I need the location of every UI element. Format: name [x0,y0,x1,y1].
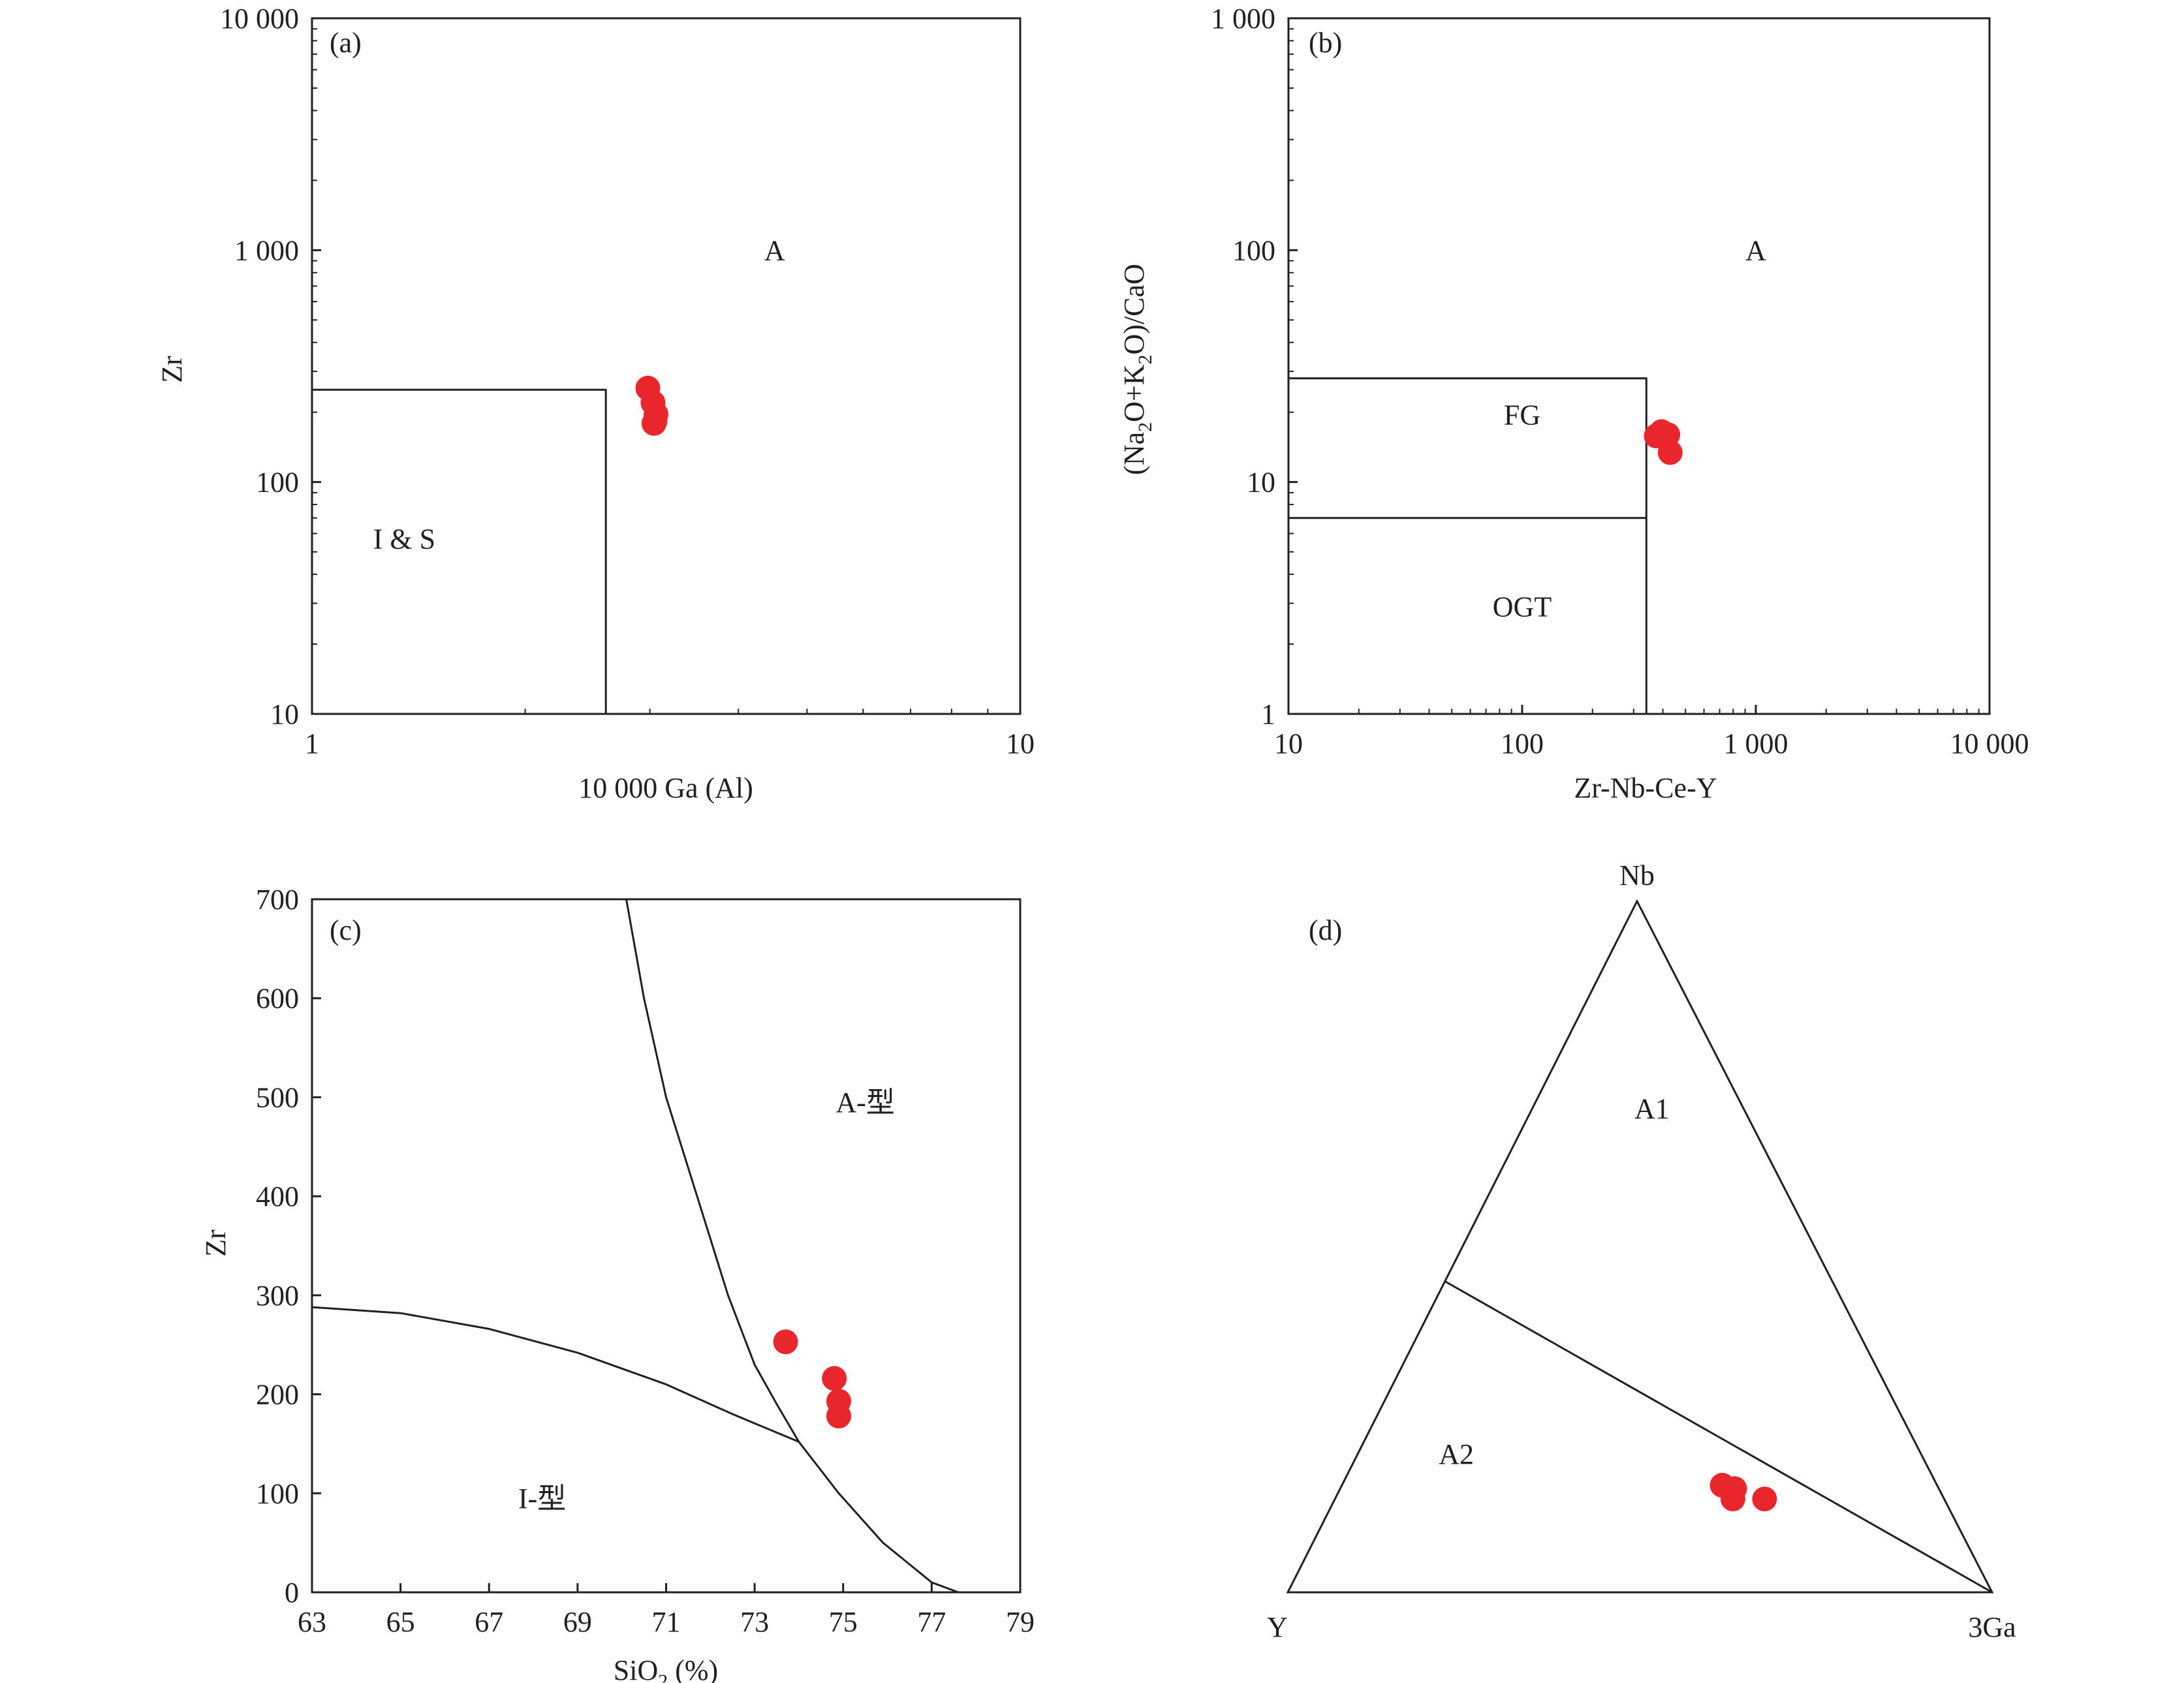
panel-b-x-axis-title: Zr-Nb-Ce-Y [1574,772,1717,804]
ternary-triangle [1286,899,1994,1594]
field-label: A1 [1634,1093,1670,1125]
panel-c-label: (c) [330,914,362,946]
field-label: A [1745,234,1766,266]
y-tick-label: 1 [1261,698,1275,730]
x-tick-label: 1 [305,728,319,760]
field-boundary [625,899,959,1594]
y-tick-label: 0 [285,1577,299,1609]
y-tick-label: 100 [256,467,299,499]
data-point [1657,440,1683,465]
panel-b-y-axis-title: (Na2O+K2O)/CaO [1118,264,1156,475]
y-tick-label: 100 [1232,234,1275,266]
data-point [1752,1487,1777,1511]
x-tick-label: 63 [298,1606,326,1638]
panel-b-plot-frame [1287,17,1991,715]
y-tick-label: 1 000 [1211,3,1275,35]
apex-label-3ga: 3Ga [1968,1611,2016,1643]
data-point [822,1366,847,1391]
x-tick-label: 69 [563,1606,592,1638]
field-label: I & S [373,523,435,555]
x-tick-label: 73 [740,1606,769,1638]
panel-c-plot-frame [311,898,1022,1594]
x-tick-label: 10 [1006,728,1035,760]
y-tick-label: 1 000 [234,234,299,266]
field-label: A [764,234,785,266]
x-tick-label: 77 [917,1606,946,1638]
panel-d-label: (d) [1309,914,1342,946]
panel-a-y-axis-title: Zr [156,356,188,383]
y-tick-label: 500 [256,1081,299,1113]
data-point [773,1329,798,1355]
field-boundary [312,388,607,714]
x-tick-label: 71 [652,1606,681,1638]
data-point [641,410,666,436]
data-point [1720,1487,1745,1511]
y-tick-label: 300 [256,1280,299,1312]
y-tick-label: 200 [256,1379,299,1411]
apex-label-y: Y [1267,1611,1288,1643]
field-boundary [311,1306,800,1443]
x-tick-label: 67 [475,1606,503,1638]
x-tick-label: 65 [386,1606,415,1638]
panel-c-x-axis-title: SiO2 (%) [614,1654,718,1683]
y-tick-label: 600 [256,983,299,1015]
x-tick-label: 10 000 [1950,728,2029,760]
panel-d: (d) Nb Y 3Ga A1 A2 [1267,859,2016,1643]
panel-a-x-axis-title: 10 000 Ga (Al) [578,772,753,804]
field-label: A2 [1439,1438,1474,1470]
x-tick-label: 10 [1274,728,1303,760]
x-tick-label: 1 000 [1724,728,1788,760]
apex-label-nb: Nb [1619,859,1655,891]
y-tick-label: 10 000 [220,3,299,35]
field-boundary [1444,1280,1993,1594]
y-tick-label: 400 [256,1181,299,1212]
y-tick-label: 10 [270,698,299,730]
x-tick-label: 75 [829,1606,858,1638]
field-label: A-型 [835,1087,894,1119]
panel-b-label: (b) [1309,27,1342,59]
y-tick-label: 10 [1247,467,1275,499]
panel-a-plot-frame [311,17,1022,715]
field-label: I-型 [518,1483,566,1515]
y-tick-label: 700 [256,884,299,916]
x-tick-label: 79 [1006,1606,1035,1638]
field-boundary [1288,377,1647,714]
panel-c-y-axis-title: Zr [200,1229,232,1257]
x-tick-label: 100 [1501,728,1544,760]
field-label: FG [1504,399,1540,431]
field-label: OGT [1493,591,1552,623]
panel-c: 63 65 67 69 71 73 75 77 79 0 100 200 300 400 500 600 700… [200,884,1035,1683]
y-tick-label: 100 [256,1477,299,1509]
data-point [826,1403,851,1428]
panel-a-label: (a) [330,27,362,59]
